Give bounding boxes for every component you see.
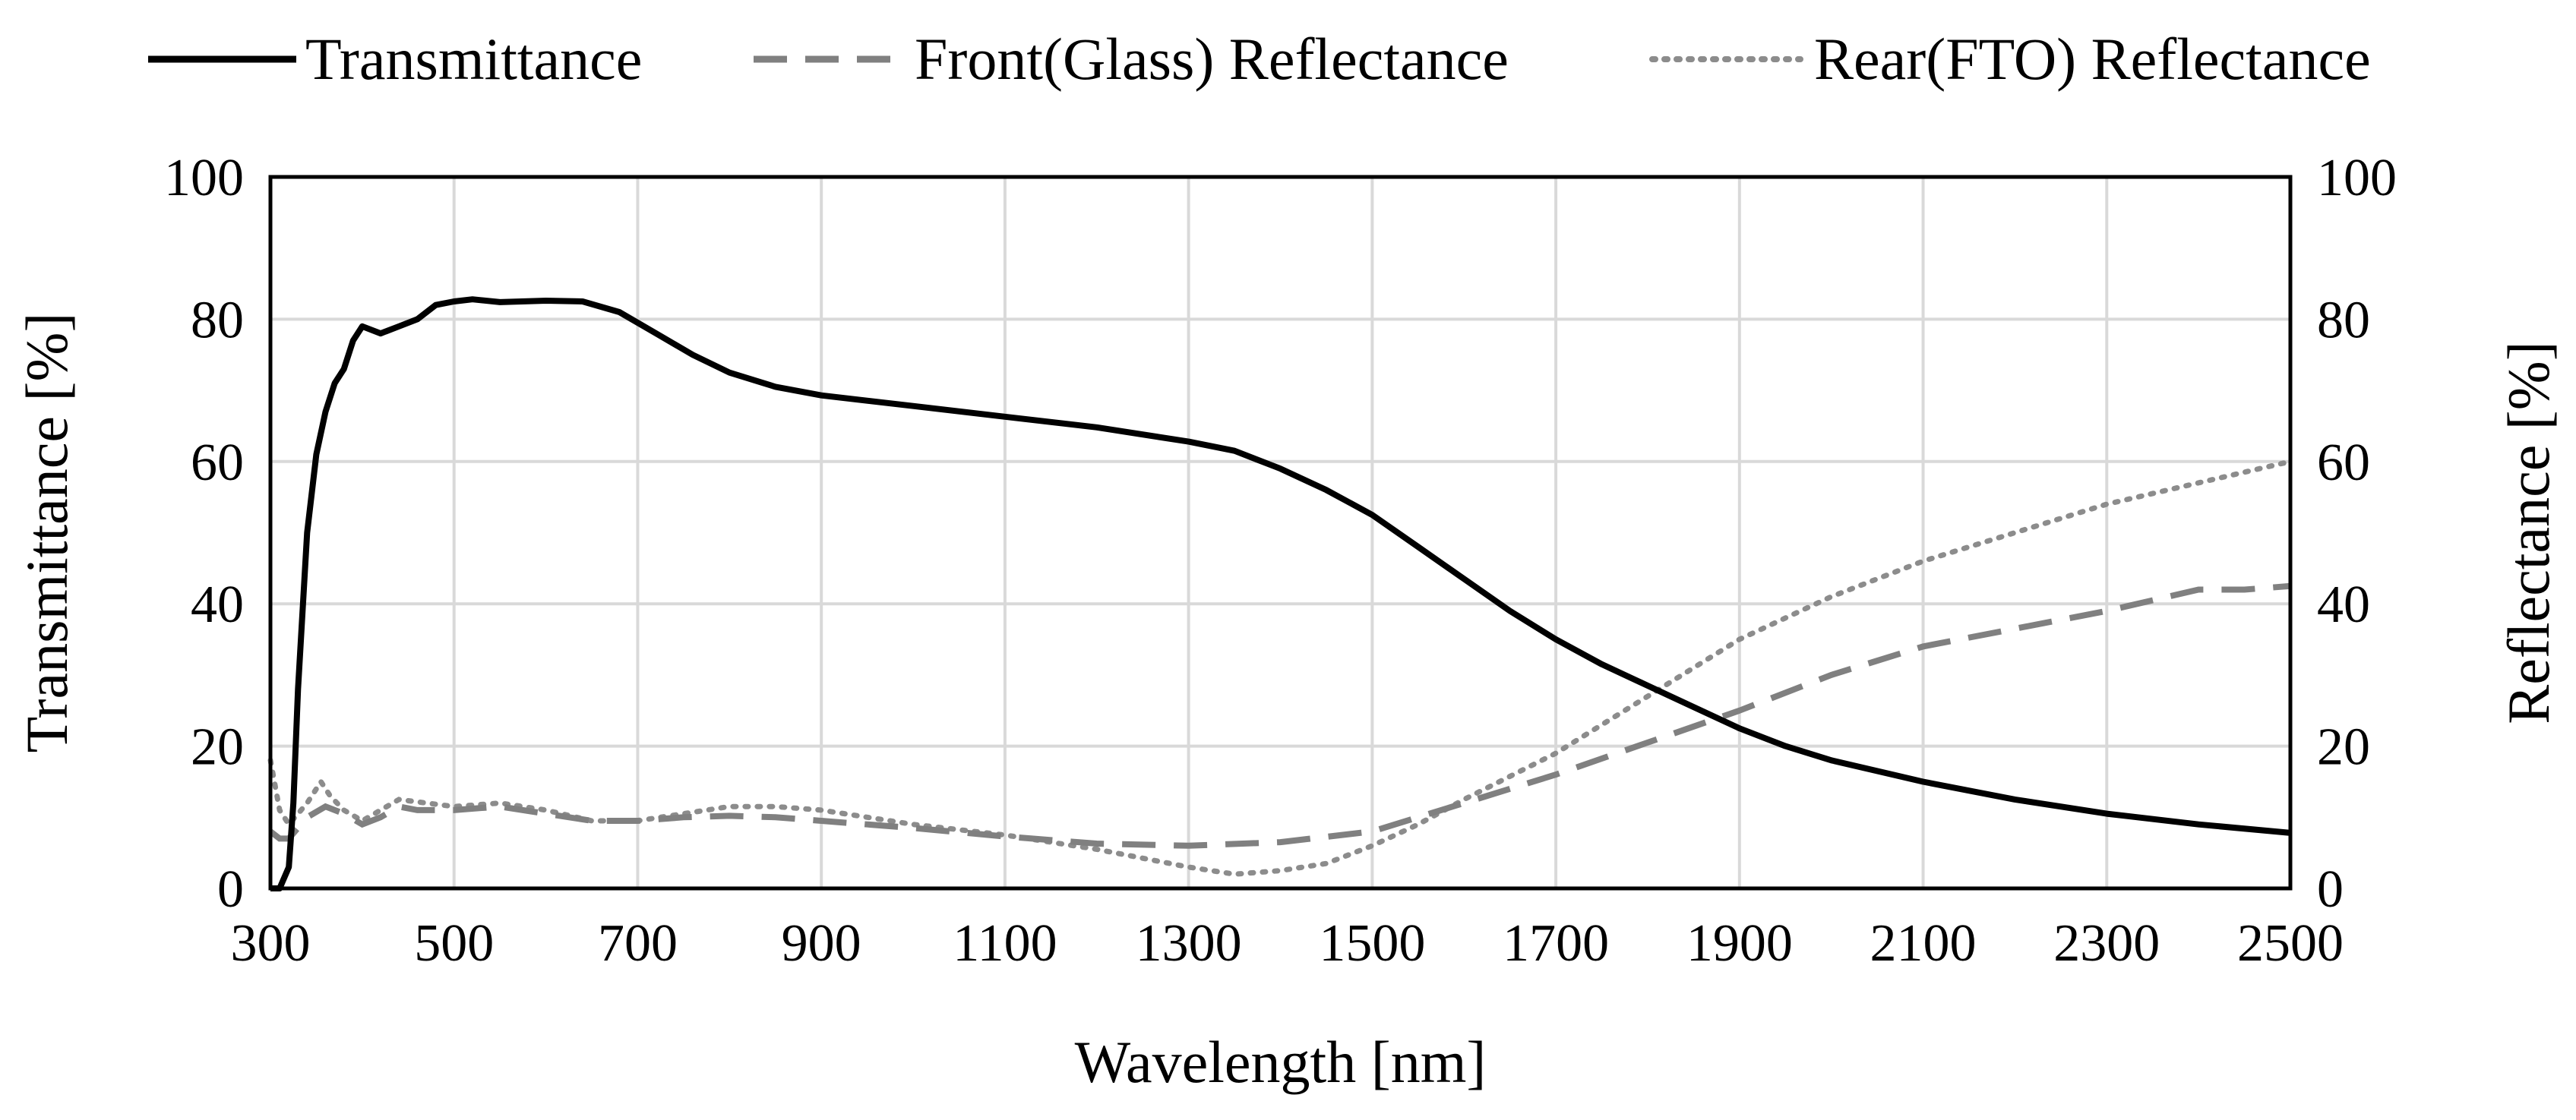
y-left-tick-label: 20 xyxy=(191,718,244,777)
grid xyxy=(269,175,2292,890)
x-tick-label: 1500 xyxy=(1319,914,1425,973)
legend-item-rear-reflectance: Rear(FTO) Reflectance xyxy=(1649,26,2371,92)
x-tick-label: 1300 xyxy=(1136,914,1242,973)
x-tick-label: 1700 xyxy=(1503,914,1609,973)
plot-series xyxy=(267,296,2293,891)
y-right-tick-label: 0 xyxy=(2317,860,2344,919)
x-tick-label: 700 xyxy=(598,914,678,973)
y-left-tick-label: 100 xyxy=(164,149,244,207)
x-tick-label: 2500 xyxy=(2237,914,2344,973)
legend: Transmittance Front(Glass) Reflectance R… xyxy=(148,26,2371,92)
plot-frame xyxy=(268,175,2293,891)
x-tick-label: 1100 xyxy=(953,914,1057,973)
y-left-tick-label: 80 xyxy=(191,291,244,349)
x-tick-label: 1900 xyxy=(1686,914,1793,973)
y-right-tick-label: 20 xyxy=(2317,718,2370,777)
series-front-reflectance xyxy=(268,582,2291,849)
x-tick-label: 2300 xyxy=(2053,914,2160,973)
y-right-tick-label: 60 xyxy=(2317,434,2370,492)
legend-label-transmittance: Transmittance xyxy=(305,26,642,92)
y-left-tick-label: 40 xyxy=(191,576,244,634)
y-right-tick-label: 40 xyxy=(2317,576,2370,634)
x-tick-label: 2100 xyxy=(1870,914,1977,973)
legend-item-front-reflectance: Front(Glass) Reflectance xyxy=(754,26,1509,92)
y-axis-right-ticks: 0 20 40 60 80 100 xyxy=(2317,149,2397,919)
legend-label-rear-reflectance: Rear(FTO) Reflectance xyxy=(1814,26,2371,92)
x-tick-label: 300 xyxy=(231,914,311,973)
y-left-tick-label: 60 xyxy=(191,434,244,492)
y-right-tick-label: 100 xyxy=(2317,149,2397,207)
y-axis-right-title: Reflectance [%] xyxy=(2495,341,2562,724)
legend-item-transmittance: Transmittance xyxy=(148,26,642,92)
x-axis-title: Wavelength [nm] xyxy=(1075,1029,1487,1095)
x-axis-ticks: 300 500 700 900 1100 1300 1500 1700 1900 2100 2300… xyxy=(231,914,2344,973)
x-tick-label: 500 xyxy=(414,914,494,973)
y-axis-left-title: Transmittance [%] xyxy=(14,313,80,753)
legend-label-front-reflectance: Front(Glass) Reflectance xyxy=(915,26,1509,92)
x-tick-label: 900 xyxy=(782,914,861,973)
series-rear-reflectance xyxy=(267,459,2293,877)
series-transmittance xyxy=(270,296,2291,891)
y-axis-left-ticks: 0 20 40 60 80 100 xyxy=(164,149,244,919)
y-left-tick-label: 0 xyxy=(217,860,244,919)
y-right-tick-label: 80 xyxy=(2317,291,2370,349)
